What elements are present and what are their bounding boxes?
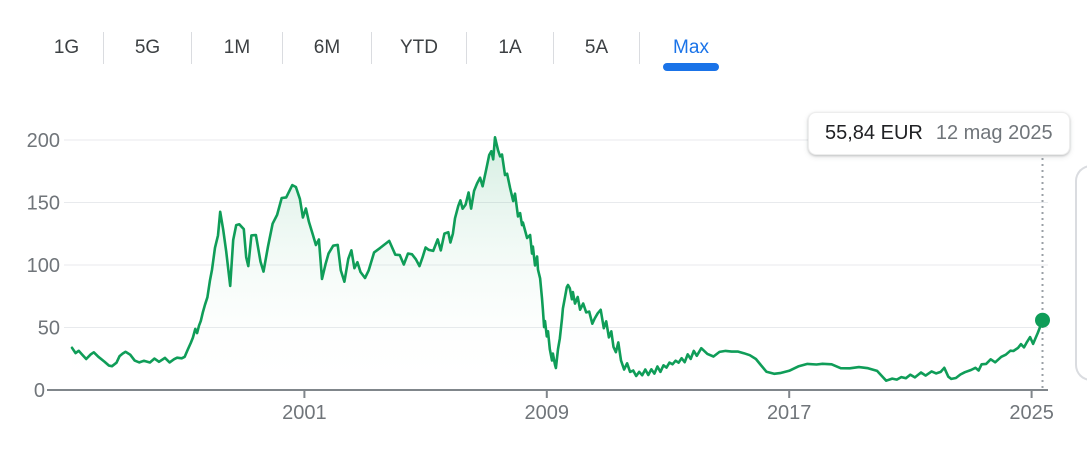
price-area [72,137,1043,390]
tab-divider [639,32,640,64]
tab-1m[interactable]: 1M [192,26,282,70]
last-price-dot[interactable] [1035,312,1051,328]
tab-max[interactable]: Max [640,26,742,71]
time-range-tabs: 1G 5G 1M 6M YTD 1A 5A Max [30,26,742,71]
x-axis-label: 2025 [1009,402,1054,424]
tab-divider [466,32,467,64]
tab-5g[interactable]: 5G [104,26,191,70]
tooltip-price: 55,84 EUR [825,122,923,144]
y-axis-label: 0 [34,380,45,402]
y-axis-label: 200 [27,130,60,152]
y-axis-label: 100 [27,255,60,277]
tab-6m[interactable]: 6M [283,26,371,70]
tab-divider [103,32,104,64]
tab-ytd[interactable]: YTD [372,26,466,70]
x-axis-label: 2001 [282,402,327,424]
active-tab-underline [663,63,719,71]
tab-5a[interactable]: 5A [554,26,639,70]
x-axis-label: 2017 [767,402,812,424]
tab-divider [191,32,192,64]
y-axis-label: 50 [38,318,60,340]
side-panel-edge [1075,165,1087,381]
price-tooltip: 55,84 EUR 12 mag 2025 [808,112,1070,155]
tab-divider [553,32,554,64]
y-axis-label: 150 [27,193,60,215]
tooltip-date: 12 mag 2025 [935,122,1053,144]
tab-divider [371,32,372,64]
tab-divider [282,32,283,64]
x-axis-label: 2009 [525,402,570,424]
price-line [70,136,1044,383]
tab-1a[interactable]: 1A [467,26,553,70]
tab-1g[interactable]: 1G [30,26,103,70]
